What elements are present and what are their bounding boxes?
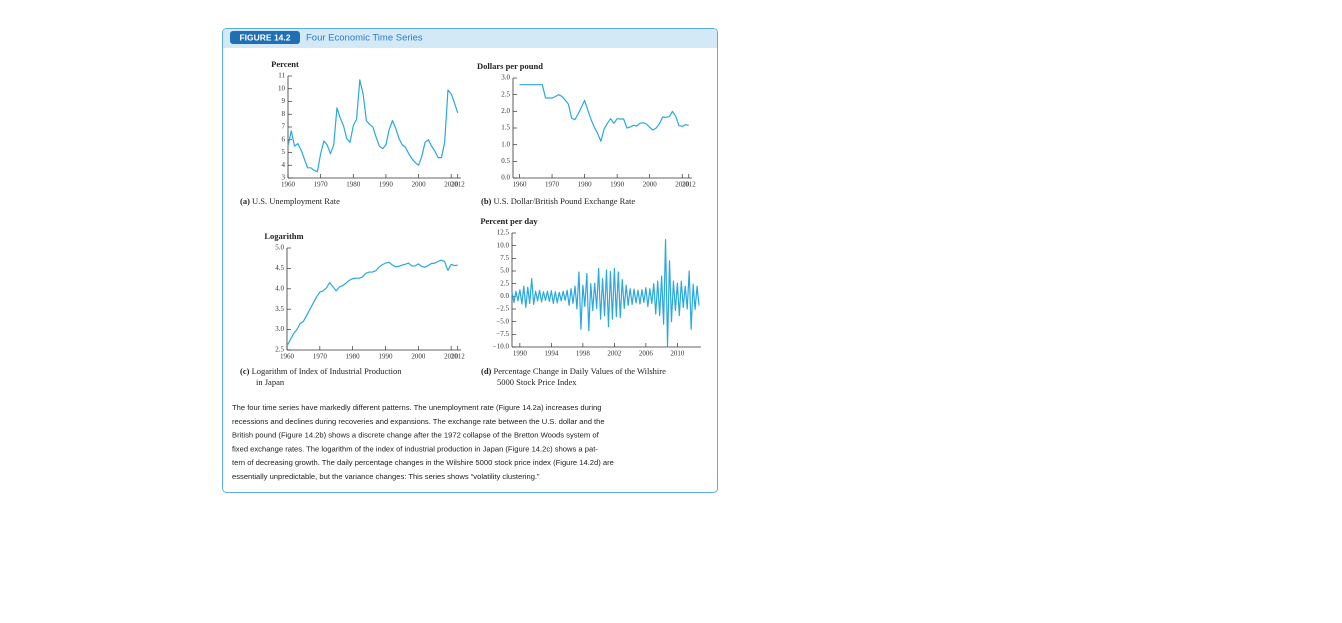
x-tick-label: 1980 <box>578 181 593 189</box>
caption: 5000 Stock Price Index <box>497 377 577 387</box>
figure-label: FIGURE 14.2 <box>239 32 290 42</box>
x-tick-label: 2000 <box>412 181 427 189</box>
x-tick-label: 1994 <box>544 350 559 358</box>
y-tick-label: 10 <box>278 84 286 92</box>
caption-text: in Japan <box>256 377 285 387</box>
caption: in Japan <box>256 377 285 387</box>
x-tick-label: 2010 <box>675 181 690 189</box>
y-axis-title: Percent <box>271 59 299 69</box>
figure-frame <box>222 28 718 493</box>
body-text: tern of decreasing growth. The daily per… <box>232 458 614 467</box>
x-tick-label: 1980 <box>346 353 361 361</box>
y-tick-label: −5.0 <box>496 317 509 325</box>
y-tick-label: 6 <box>282 135 286 143</box>
caption: (c) Logarithm of Index of Industrial Pro… <box>240 366 402 376</box>
y-tick-label: 3.5 <box>275 305 284 313</box>
x-tick-label: 2000 <box>643 181 658 189</box>
x-tick-label: 1990 <box>378 353 393 361</box>
body-text: recessions and declines during recoverie… <box>232 417 605 426</box>
caption-text: U.S. Dollar/British Pound Exchange Rate <box>494 196 636 206</box>
series-line <box>287 79 459 173</box>
y-tick-label: 3.0 <box>275 325 284 333</box>
y-tick-label: 5.0 <box>500 267 509 275</box>
body-text: essentially unpredictable, but the varia… <box>232 472 540 481</box>
y-tick-label: 7 <box>282 123 286 131</box>
x-tick-label: 1970 <box>314 181 329 189</box>
y-tick-label: 2.5 <box>275 346 284 354</box>
y-axis-title: Percent per day <box>480 216 538 226</box>
y-tick-label: 5.0 <box>275 244 284 252</box>
x-tick-label: 1998 <box>576 350 591 358</box>
caption-text: Percentage Change in Daily Values of the… <box>494 366 667 376</box>
x-tick-label: 2010 <box>444 181 459 189</box>
y-tick-label: 2.0 <box>501 107 510 115</box>
y-tick-label: 2.5 <box>501 90 510 98</box>
figure-badge <box>230 31 300 44</box>
y-tick-label: 0.0 <box>500 292 509 300</box>
x-tick-label: 1960 <box>281 181 296 189</box>
y-tick-label: 4.5 <box>275 264 284 272</box>
caption: (a) U.S. Unemployment Rate <box>240 196 340 206</box>
series-line <box>511 238 700 347</box>
y-tick-label: 4 <box>282 161 286 169</box>
x-tick-label: 1990 <box>513 350 528 358</box>
x-tick-label: 2012 <box>451 181 466 189</box>
y-tick-label: −2.5 <box>496 305 509 313</box>
x-tick-label: 2002 <box>607 350 622 358</box>
caption: (d) Percentage Change in Daily Values of… <box>481 366 666 376</box>
y-tick-label: 3 <box>282 174 286 182</box>
x-tick-label: 1980 <box>346 181 361 189</box>
caption-label: (c) <box>240 366 250 376</box>
body-text: British pound (Figure 14.2b) shows a dis… <box>232 431 600 440</box>
y-tick-label: 10.0 <box>497 241 510 249</box>
x-tick-label: 1970 <box>313 353 328 361</box>
y-tick-label: 1.0 <box>501 140 510 148</box>
y-tick-label: 4.0 <box>275 284 284 292</box>
series-line <box>286 259 458 347</box>
x-tick-label: 2012 <box>451 353 466 361</box>
y-tick-label: 9 <box>282 97 286 105</box>
y-tick-label: 7.5 <box>500 254 509 262</box>
caption-label: (b) <box>481 196 492 206</box>
x-tick-label: 1990 <box>379 181 394 189</box>
y-tick-label: 1.5 <box>501 124 510 132</box>
x-tick-label: 1970 <box>545 181 560 189</box>
x-tick-label: 2010 <box>444 353 459 361</box>
caption-text: U.S. Unemployment Rate <box>252 196 340 206</box>
y-axis-title: Dollars per pound <box>477 61 543 71</box>
y-tick-label: 12.5 <box>497 229 510 237</box>
x-tick-label: 2012 <box>682 181 697 189</box>
series-line <box>519 84 689 142</box>
caption-text: 5000 Stock Price Index <box>497 377 577 387</box>
y-tick-label: 5 <box>282 148 286 156</box>
x-tick-label: 2006 <box>639 350 654 358</box>
y-tick-label: 2.5 <box>500 279 509 287</box>
x-tick-label: 2010 <box>670 350 685 358</box>
x-tick-label: 1960 <box>513 181 528 189</box>
y-tick-label: 8 <box>282 110 286 118</box>
body-text: fixed exchange rates. The logarithm of t… <box>232 444 598 453</box>
figure-title: Four Economic Time Series <box>306 33 423 44</box>
body-text: The four time series have markedly diffe… <box>232 403 601 412</box>
caption: (b) U.S. Dollar/British Pound Exchange R… <box>481 196 635 206</box>
y-axis-title: Logarithm <box>264 231 303 241</box>
y-tick-label: −10.0 <box>493 343 510 351</box>
x-tick-label: 2000 <box>411 353 426 361</box>
x-tick-label: 1990 <box>610 181 625 189</box>
y-tick-label: −7.5 <box>496 330 509 338</box>
x-tick-label: 1960 <box>280 353 295 361</box>
caption-text: Logarithm of Index of Industrial Product… <box>252 366 403 376</box>
y-tick-label: 11 <box>278 72 285 80</box>
y-tick-label: 3.0 <box>501 74 510 82</box>
caption-label: (a) <box>240 196 250 206</box>
y-tick-label: 0.5 <box>501 157 510 165</box>
caption-label: (d) <box>481 366 492 376</box>
y-tick-label: 0.0 <box>501 174 510 182</box>
figure-header <box>223 29 717 48</box>
